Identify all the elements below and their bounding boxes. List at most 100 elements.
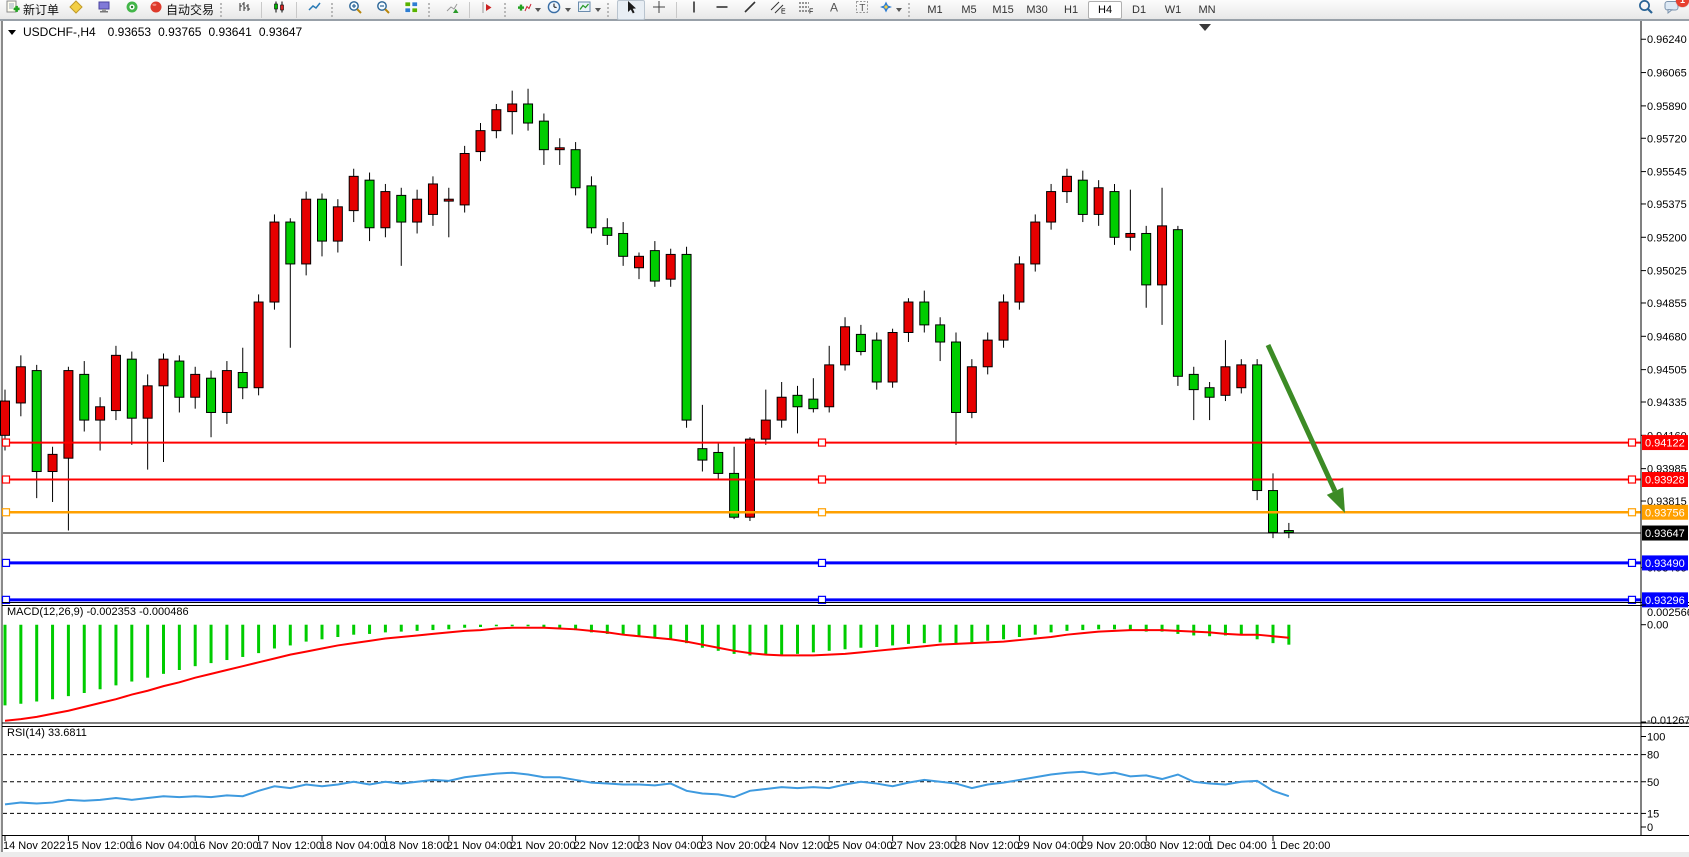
tf-m15-button[interactable]: M15 [992,3,1014,16]
hline-0.93928[interactable] [1,475,1642,484]
zoom-in-button[interactable] [341,0,369,20]
line-handle[interactable] [817,558,827,568]
crosshair-tool-button[interactable] [645,0,673,20]
price-axis[interactable]: 0.96240 0.96065 0.95890 0.95720 0.95545 0.953… [1641,34,1687,575]
tile-windows-button[interactable] [397,0,425,20]
channel-tool-button[interactable]: E [764,0,792,20]
arrows-tool-button[interactable] [876,0,905,20]
candle-down [523,103,534,124]
notifications-button[interactable]: 1 [1664,0,1689,20]
text-label-tool-button[interactable]: T [848,0,876,20]
chart-line-button[interactable] [300,0,328,20]
tf-m5-button[interactable]: M5 [961,3,977,16]
candle-down [174,360,185,398]
line-chart-icon [307,0,321,19]
text-tool-button[interactable]: A [820,0,848,20]
line-handle[interactable] [1,475,11,484]
hline-0.93490[interactable] [1,558,1642,568]
chart-shift-marker[interactable] [1199,24,1211,31]
svg-text:E: E [781,9,786,15]
line-handle[interactable] [1,508,11,517]
svg-text:0.94505: 0.94505 [1647,365,1687,377]
toolbar-grip[interactable] [331,2,338,17]
equidistant-channel-icon: E [770,0,786,19]
chart-menu-icon[interactable] [8,29,16,35]
svg-text:0.95890: 0.95890 [1647,101,1687,113]
svg-text:23 Nov 20:00: 23 Nov 20:00 [700,840,765,852]
chart-shift-button[interactable] [473,0,501,20]
candle-down [855,333,866,353]
line-handle[interactable] [1,438,11,447]
autotrading-icon [149,0,163,19]
svg-text:1 Dec 04:00: 1 Dec 04:00 [1208,840,1267,852]
alerts-button[interactable] [118,0,146,20]
toolbar-grip[interactable] [607,2,614,17]
svg-text:0.96240: 0.96240 [1647,34,1687,46]
periods-button[interactable] [544,0,574,20]
new-order-button[interactable]: 新订单 [3,0,62,20]
chart-candles-button[interactable] [265,0,293,20]
templates-button[interactable] [574,0,604,20]
vline-tool-button[interactable] [680,0,708,20]
line-handle[interactable] [817,595,827,604]
candle-up [190,373,201,398]
tf-h1-button[interactable]: H1 [1064,3,1079,16]
line-handle[interactable] [1627,595,1637,604]
svg-text:15: 15 [1647,808,1659,820]
new-order-label: 新订单 [23,3,60,17]
arrow-shaft[interactable] [1265,343,1338,493]
candle-up [348,175,359,212]
line-handle[interactable] [1627,438,1637,447]
hline-tool-button[interactable] [708,0,736,20]
line-handle[interactable] [1627,475,1637,484]
cursor-tool-button[interactable] [617,0,646,20]
zoom-out-button[interactable] [369,0,397,20]
line-handle[interactable] [1,558,11,568]
autotrading-button[interactable]: 自动交易 [146,0,217,20]
toolbar-grip[interactable] [504,2,511,17]
line-handle[interactable] [817,438,827,447]
candle-down [1188,373,1199,391]
line-handle[interactable] [1627,558,1637,568]
search-button[interactable] [1638,0,1654,20]
dropdown-caret-icon [896,7,903,12]
trendline-tool-button[interactable] [736,0,764,20]
hline-0.93296[interactable] [1,595,1642,604]
tf-m1-button[interactable]: M1 [927,3,943,16]
toolbar-grip[interactable] [908,2,915,17]
candle-down [79,373,90,421]
data-window-button[interactable] [90,0,118,20]
hline-0.94122[interactable] [1,438,1642,447]
tf-w1-button[interactable]: W1 [1164,3,1182,16]
line-handle[interactable] [1,595,11,604]
tf-mn-button[interactable]: MN [1198,3,1216,16]
hline-0.93756[interactable] [1,508,1642,517]
candle-up [1061,175,1072,193]
auto-scroll-button[interactable] [438,0,466,20]
tf-h4-button[interactable]: H4 [1088,0,1123,19]
svg-text:A: A [830,1,838,15]
candle-down [237,371,248,389]
chart-background [2,20,1689,852]
svg-text:0.95545: 0.95545 [1647,167,1687,179]
chart-bars-button[interactable] [230,0,258,20]
candle-down [602,227,613,236]
candle-down [364,179,375,229]
candle-down [792,394,803,408]
line-handle[interactable] [817,475,827,484]
arrow-head[interactable] [1326,487,1345,513]
tf-d1-button[interactable]: D1 [1132,3,1147,16]
toolbar-grip[interactable] [428,2,435,17]
editor-button[interactable] [62,0,90,20]
indicators-button[interactable] [514,0,544,20]
fibonacci-tool-button[interactable]: F [792,0,820,20]
tf-m30-button[interactable]: M30 [1026,3,1048,16]
line-handle[interactable] [817,508,827,517]
candle-down [729,472,740,518]
toolbar-grip[interactable] [220,2,227,17]
line-handle[interactable] [1627,508,1637,517]
trend-arrow-annotation[interactable] [1265,343,1345,513]
candle-up [665,253,676,280]
